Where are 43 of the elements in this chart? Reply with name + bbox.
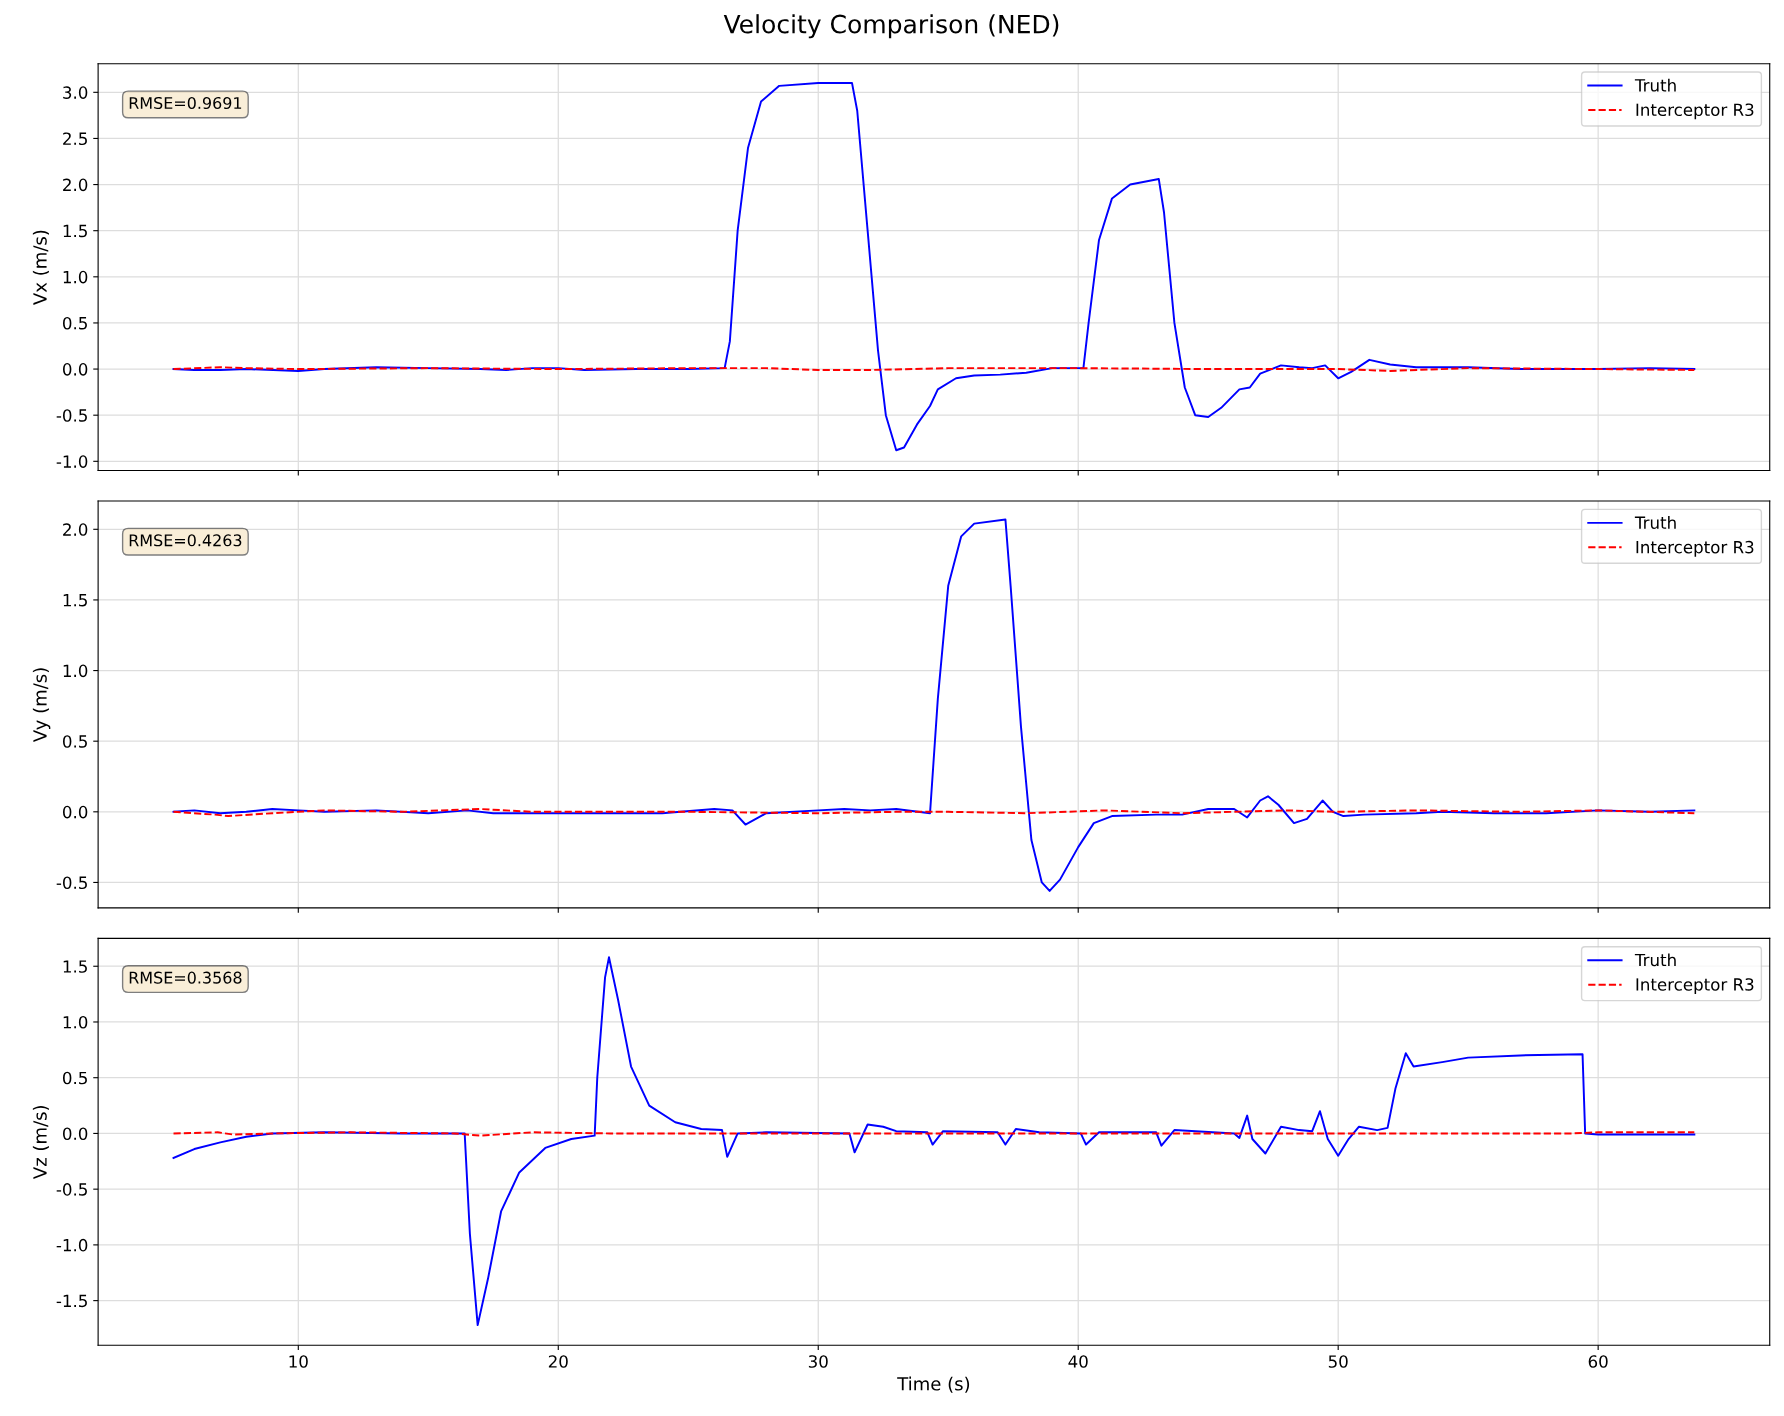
y-tick-label: 1.0 xyxy=(63,1015,88,1029)
x-tick-label: 20 xyxy=(548,1355,568,1368)
line-series xyxy=(172,808,1696,818)
x-tick-label: 30 xyxy=(808,1355,828,1368)
y-tick-label: -0.5 xyxy=(56,409,87,422)
legend-label: Truth xyxy=(1634,953,1676,967)
y-axis-title: Vz (m/s) xyxy=(32,1105,49,1180)
y-axis-title: Vx (m/s) xyxy=(32,230,49,305)
x-axis-title: Time (s) xyxy=(897,1376,970,1393)
y-tick-label: 0.5 xyxy=(62,316,87,330)
y-tick-label: -1.0 xyxy=(56,455,88,468)
y-tick-label: 0.5 xyxy=(62,735,87,748)
y-tick-label: 2.5 xyxy=(63,132,87,146)
y-tick-label: -1.0 xyxy=(56,1238,88,1252)
chart-title: Velocity Comparison (NED) xyxy=(723,14,1059,39)
y-tick-label: -0.5 xyxy=(56,1183,87,1196)
y-tick-label: 1.5 xyxy=(63,224,87,238)
y-tick-label: 0.0 xyxy=(62,1127,88,1140)
x-tick-label: 60 xyxy=(1588,1355,1608,1368)
y-tick-label: 1.5 xyxy=(63,960,87,973)
y-tick-label: 0.0 xyxy=(62,363,88,376)
annotation: RMSE=0.9691 xyxy=(129,96,242,110)
annotation: RMSE=0.4263 xyxy=(129,534,242,547)
x-tick-label: 10 xyxy=(289,1355,308,1368)
y-tick-label: 1.5 xyxy=(63,594,87,607)
legend-label: Interceptor R3 xyxy=(1636,978,1754,994)
x-tick-label: 50 xyxy=(1328,1355,1348,1368)
y-tick-label: 2.0 xyxy=(63,178,88,192)
legend-label: Truth xyxy=(1634,78,1676,92)
x-tick-label: 40 xyxy=(1068,1355,1088,1368)
y-tick-label: 1.0 xyxy=(63,664,88,678)
legend-label: Interceptor R3 xyxy=(1636,103,1754,120)
y-tick-label: 1.0 xyxy=(63,270,88,284)
legend-label: Truth xyxy=(1634,516,1676,529)
y-tick-label: -0.5 xyxy=(56,876,87,890)
annotation: RMSE=0.3568 xyxy=(129,971,242,984)
y-tick-label: 0.5 xyxy=(62,1071,87,1085)
y-tick-label: 3.0 xyxy=(63,86,88,99)
y-axis-title: Vy (m/s) xyxy=(32,668,51,743)
y-tick-label: -1.5 xyxy=(56,1294,87,1308)
legend-label: Interceptor R3 xyxy=(1636,540,1754,557)
y-tick-label: 2.0 xyxy=(63,523,88,536)
y-tick-label: 0.0 xyxy=(62,805,88,819)
